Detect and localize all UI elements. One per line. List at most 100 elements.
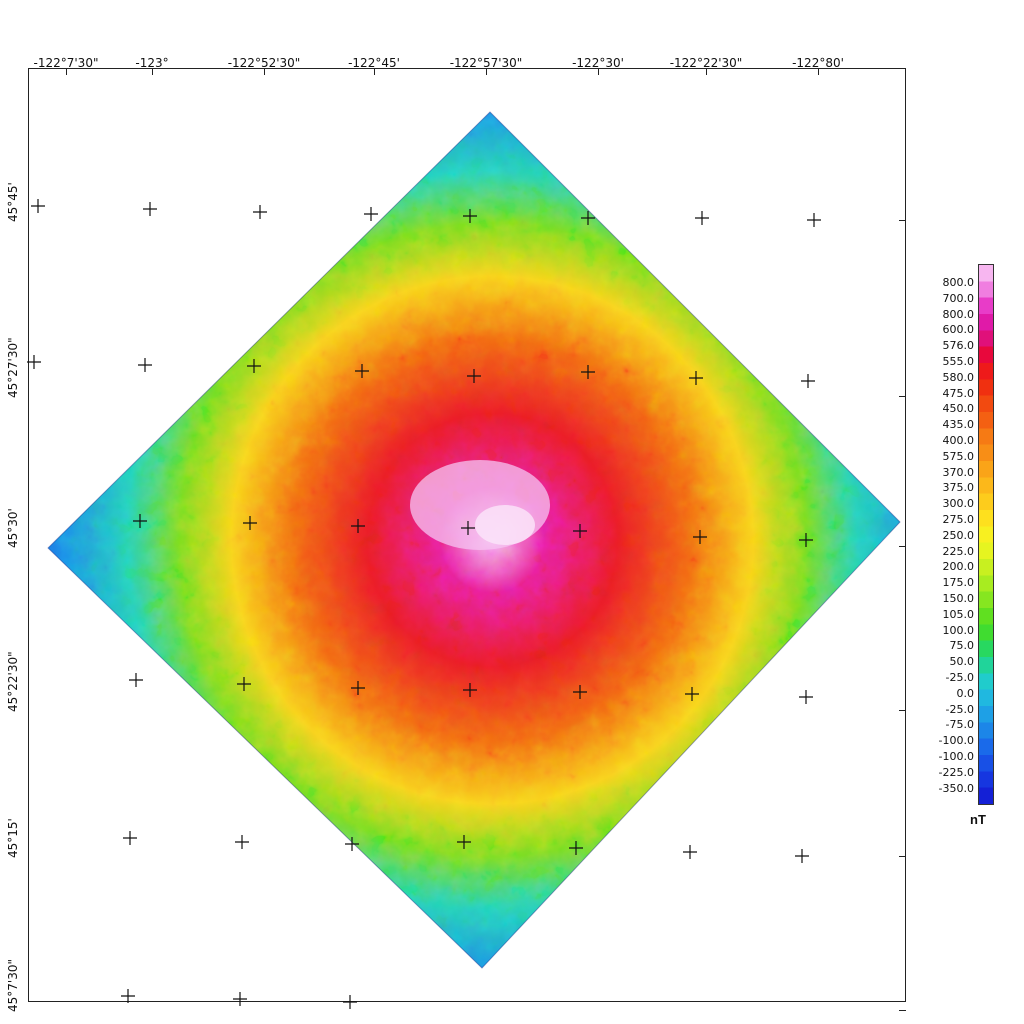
graticule-cross bbox=[801, 374, 815, 388]
legend-value: -25.0 bbox=[945, 671, 974, 684]
legend-value: 175.0 bbox=[942, 576, 975, 590]
graticule-cross bbox=[243, 516, 257, 530]
latitude-label: 45°15' bbox=[6, 818, 20, 858]
graticule-cross bbox=[463, 683, 477, 697]
legend-unit: nT bbox=[970, 812, 986, 827]
longitude-tick bbox=[66, 68, 67, 75]
graticule-cross bbox=[695, 211, 709, 225]
graticule-cross bbox=[795, 849, 809, 863]
graticule-cross bbox=[351, 681, 365, 695]
legend-value: 50.0 bbox=[949, 655, 975, 669]
graticule-cross bbox=[689, 371, 703, 385]
legend-value: 75.0 bbox=[949, 639, 975, 653]
legend-value: 275.0 bbox=[942, 513, 975, 526]
graticule-cross bbox=[233, 992, 247, 1006]
legend-value: 370.0 bbox=[942, 465, 975, 479]
graticule-cross bbox=[121, 989, 135, 1003]
legend-value: 800.0 bbox=[942, 307, 975, 321]
graticule-cross bbox=[569, 841, 583, 855]
graticule-cross bbox=[573, 524, 587, 538]
latitude-label: 45°22'30" bbox=[6, 651, 20, 712]
latitude-tick bbox=[899, 396, 906, 397]
graticule-cross bbox=[27, 355, 41, 369]
longitude-tick bbox=[374, 68, 375, 75]
legend-value: 400.0 bbox=[942, 434, 975, 447]
legend-value: -75.0 bbox=[945, 718, 974, 732]
legend-value: 580.0 bbox=[942, 370, 975, 384]
graticule-cross bbox=[463, 209, 477, 223]
legend-value: -225.0 bbox=[938, 765, 974, 779]
legend-value: 0.0 bbox=[956, 686, 975, 700]
graticule-crosses bbox=[27, 199, 821, 1009]
legend-value: 450.0 bbox=[942, 402, 975, 416]
longitude-label: -122°22'30" bbox=[669, 56, 743, 70]
legend-value: 575.0 bbox=[942, 449, 975, 463]
longitude-label: -122°57'30" bbox=[449, 56, 523, 70]
graticule-cross bbox=[467, 369, 481, 383]
graticule-cross bbox=[693, 530, 707, 544]
longitude-label: -122°52'30" bbox=[227, 56, 301, 70]
legend-value: 225.0 bbox=[942, 544, 975, 558]
graticule-cross bbox=[799, 690, 813, 704]
graticule-cross bbox=[133, 514, 147, 528]
latitude-tick bbox=[899, 856, 906, 857]
latitude-tick bbox=[899, 546, 906, 547]
map-frame bbox=[28, 68, 906, 1002]
latitude-label: 45°30' bbox=[6, 508, 20, 548]
graticule-cross bbox=[343, 995, 357, 1009]
latitude-tick bbox=[899, 710, 906, 711]
longitude-label: -123° bbox=[135, 56, 169, 70]
legend-value: 105.0 bbox=[942, 607, 975, 621]
latitude-label: 45°45' bbox=[6, 182, 20, 222]
graticule-cross bbox=[253, 205, 267, 219]
longitude-tick bbox=[706, 68, 707, 75]
survey-area bbox=[48, 112, 900, 968]
legend-value: 475.0 bbox=[942, 386, 975, 400]
longitude-tick bbox=[486, 68, 487, 75]
graticule-cross bbox=[457, 835, 471, 849]
graticule-cross bbox=[573, 685, 587, 699]
graticule-cross bbox=[31, 199, 45, 213]
legend-value: 600.0 bbox=[942, 323, 975, 337]
graticule-cross bbox=[355, 364, 369, 378]
legend-value: 200.0 bbox=[942, 560, 975, 574]
graticule-cross bbox=[143, 202, 157, 216]
graticule-cross bbox=[123, 831, 137, 845]
latitude-label: 45°7'30" bbox=[6, 959, 20, 1012]
longitude-label: -122°45' bbox=[348, 56, 400, 70]
legend-value: 100.0 bbox=[942, 623, 975, 637]
legend-value: 555.0 bbox=[942, 355, 975, 368]
longitude-tick bbox=[264, 68, 265, 75]
graticule-cross bbox=[138, 358, 152, 372]
graticule-cross bbox=[685, 687, 699, 701]
graticule-cross bbox=[581, 365, 595, 379]
legend-value: 700.0 bbox=[942, 291, 975, 305]
legend-value: 576.0 bbox=[942, 339, 975, 353]
legend-value: 250.0 bbox=[942, 528, 975, 542]
latitude-label: 45°27'30" bbox=[6, 337, 20, 398]
latitude-tick bbox=[899, 220, 906, 221]
graticule-cross bbox=[345, 837, 359, 851]
graticule-cross bbox=[683, 845, 697, 859]
graticule-cross bbox=[237, 677, 251, 691]
graticule-cross bbox=[364, 207, 378, 221]
longitude-label: -122°7'30" bbox=[33, 56, 99, 70]
legend-value: 375.0 bbox=[942, 481, 975, 495]
graticule-cross bbox=[351, 519, 365, 533]
legend-value: 150.0 bbox=[942, 592, 975, 605]
longitude-tick bbox=[152, 68, 153, 75]
graticule-cross bbox=[799, 533, 813, 547]
longitude-tick bbox=[818, 68, 819, 75]
latitude-tick bbox=[899, 1010, 906, 1011]
longitude-tick bbox=[598, 68, 599, 75]
legend-color-bar bbox=[978, 264, 994, 805]
graticule-cross bbox=[129, 673, 143, 687]
legend-value: -350.0 bbox=[938, 781, 974, 795]
legend-value: -100.0 bbox=[938, 734, 974, 748]
graticule-cross bbox=[247, 359, 261, 373]
legend-value: 800.0 bbox=[942, 276, 975, 289]
longitude-label: -122°80' bbox=[792, 56, 844, 70]
longitude-label: -122°30' bbox=[572, 56, 624, 70]
legend-value: -25.0 bbox=[945, 702, 974, 716]
